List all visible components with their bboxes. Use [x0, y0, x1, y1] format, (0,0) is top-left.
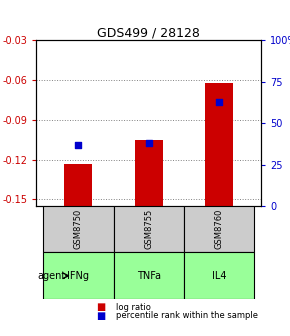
FancyBboxPatch shape [43, 206, 113, 252]
Point [217, 99, 221, 104]
FancyBboxPatch shape [184, 252, 254, 299]
Title: GDS499 / 28128: GDS499 / 28128 [97, 26, 200, 39]
Bar [205, 83, 233, 206]
Point [146, 140, 151, 146]
Text: log ratio: log ratio [116, 303, 151, 312]
Bar [135, 140, 163, 206]
Text: ■: ■ [96, 311, 105, 321]
FancyBboxPatch shape [113, 206, 184, 252]
Bar [64, 164, 93, 206]
Text: IL4: IL4 [212, 271, 226, 281]
FancyBboxPatch shape [184, 206, 254, 252]
Text: ■: ■ [96, 302, 105, 312]
Text: GSM8760: GSM8760 [214, 209, 223, 249]
Text: GSM8755: GSM8755 [144, 209, 153, 249]
Text: agent: agent [38, 271, 66, 281]
Text: TNFa: TNFa [137, 271, 161, 281]
Text: percentile rank within the sample: percentile rank within the sample [116, 311, 258, 320]
Text: IFNg: IFNg [67, 271, 89, 281]
Point [76, 142, 81, 147]
Text: GSM8750: GSM8750 [74, 209, 83, 249]
FancyBboxPatch shape [43, 252, 113, 299]
FancyBboxPatch shape [113, 252, 184, 299]
